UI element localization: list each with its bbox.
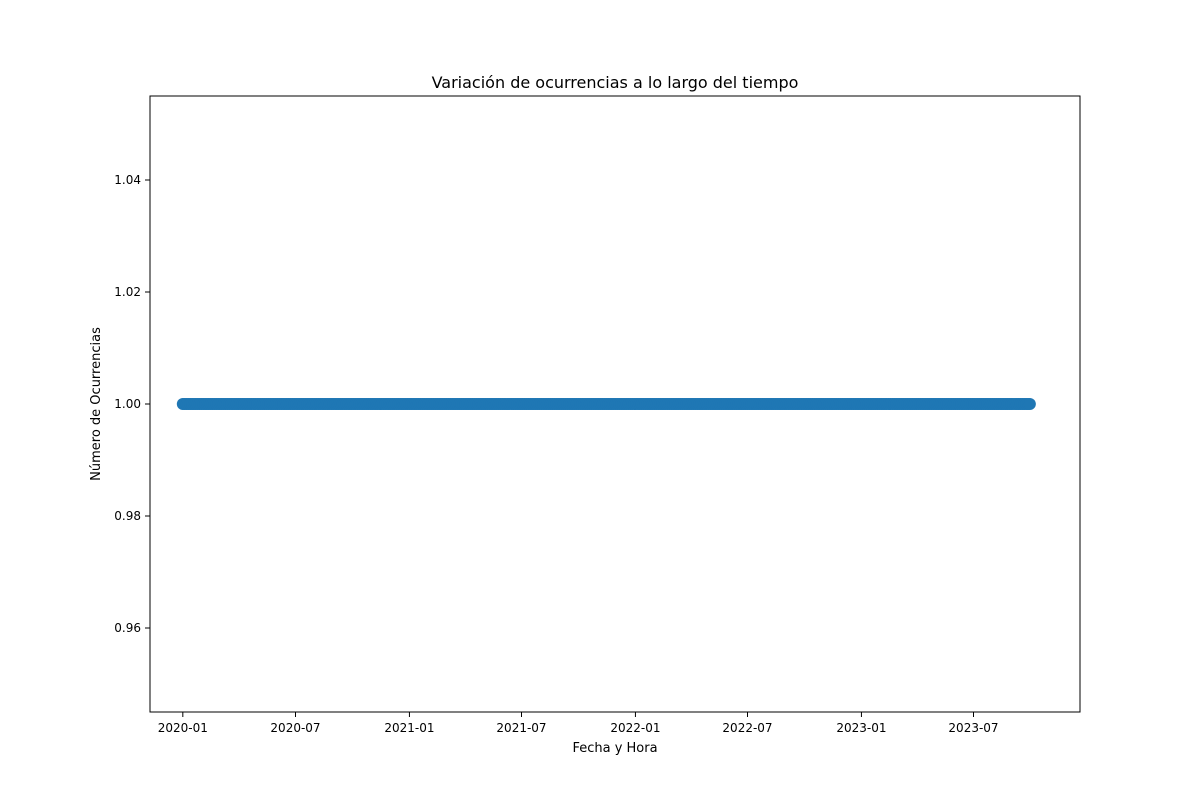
y-axis-label: Número de Ocurrencias (89, 327, 104, 481)
y-tick-label: 1.04 (114, 173, 141, 187)
y-tick-label: 1.00 (114, 397, 141, 411)
x-tick-label: 2021-01 (384, 721, 434, 735)
y-axis-ticks: 0.96 0.98 1.00 1.02 1.04 (114, 173, 150, 635)
y-tick-label: 0.98 (114, 509, 141, 523)
x-tick-label: 2022-01 (610, 721, 660, 735)
x-tick-label: 2020-01 (158, 721, 208, 735)
data-points (176, 398, 1036, 410)
data-point (1023, 398, 1036, 410)
x-axis-ticks: 2020-01 2020-07 2021-01 2021-07 2022-01 2022-… (158, 712, 999, 735)
x-tick-label: 2022-07 (722, 721, 772, 735)
x-tick-label: 2023-01 (836, 721, 886, 735)
y-tick-label: 0.96 (114, 621, 141, 635)
y-tick-label: 1.02 (114, 285, 141, 299)
x-axis-label: Fecha y Hora (572, 741, 657, 756)
x-tick-label: 2023-07 (948, 721, 998, 735)
x-tick-label: 2021-07 (496, 721, 546, 735)
x-tick-label: 2020-07 (270, 721, 320, 735)
chart-title: Variación de ocurrencias a lo largo del … (432, 73, 799, 92)
